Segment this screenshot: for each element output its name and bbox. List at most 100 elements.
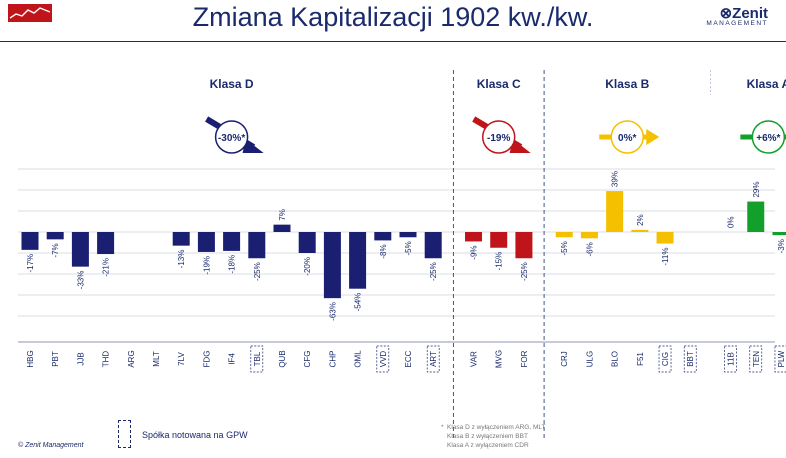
bar [490, 232, 508, 248]
page-title: Zmiana Kapitalizacji 1902 kw./kw. [192, 2, 594, 32]
zenit-logo-icon: ⊗ [719, 5, 733, 22]
footnote-star: * [441, 424, 444, 431]
zenit-logo-name: Zenit [732, 5, 768, 22]
bar [465, 232, 483, 242]
legend-listed-label: Spółka notowana na GPW [142, 430, 248, 440]
data-label: -25% [520, 262, 529, 281]
footnote-line: Klasa A z wyłączeniem CDR [447, 442, 529, 449]
bar [580, 232, 598, 239]
footnote-line: Klasa D z wyłączeniem ARG, MLT [447, 424, 546, 431]
data-label: -19% [202, 256, 211, 275]
category-label: CHP [328, 351, 337, 368]
group-heading: Klasa A [747, 77, 786, 91]
bar [606, 191, 624, 232]
data-label: -7% [51, 243, 60, 257]
group-heading: Klasa D [210, 77, 254, 91]
bar [21, 232, 39, 250]
data-label: -5% [404, 241, 413, 255]
bar [631, 229, 649, 232]
summary-badge [610, 120, 644, 154]
data-label: -8% [379, 244, 388, 258]
data-label: -11% [661, 248, 670, 266]
category-label: VVD [379, 351, 388, 368]
data-label: -13% [177, 250, 186, 269]
bar [71, 232, 89, 267]
listed-box [749, 345, 763, 373]
listed-box [683, 345, 697, 373]
listed-box [426, 345, 440, 373]
category-label: IF4 [228, 353, 237, 365]
data-label: 2% [636, 214, 645, 226]
bar [172, 232, 190, 246]
bar [555, 232, 573, 238]
data-label: 7% [278, 209, 287, 221]
listed-box [250, 345, 264, 373]
bar [298, 232, 316, 253]
data-label: -20% [303, 257, 312, 276]
zenit-logo: ⊗Zenit MANAGEMENT [706, 4, 768, 27]
category-label: THD [102, 351, 111, 368]
data-label: 39% [611, 171, 620, 187]
data-label: -6% [585, 242, 594, 256]
category-label: CRJ [560, 351, 569, 367]
title-rule [0, 41, 786, 42]
data-label: 29% [752, 182, 761, 198]
trend-arrow-head [242, 139, 264, 153]
category-label: ECC [404, 350, 413, 367]
category-label: PLW [777, 350, 786, 367]
data-label: -18% [228, 255, 237, 274]
data-label: -54% [354, 293, 363, 312]
listed-box [376, 345, 390, 373]
category-label: ULG [585, 351, 594, 367]
summary-badge [751, 120, 786, 154]
category-label: TBL [253, 351, 262, 366]
summary-value: -19% [487, 133, 510, 144]
category-label: F51 [636, 352, 645, 366]
summary-badge [214, 120, 249, 154]
legend-listed-box [118, 420, 131, 448]
trend-arrow-head [646, 129, 660, 145]
trend-arrow-head [509, 139, 531, 153]
zenit-logo-sub: MANAGEMENT [706, 20, 768, 27]
category-label: PBT [51, 351, 60, 367]
category-label: CFG [303, 351, 312, 368]
category-label: OML [354, 350, 363, 368]
data-label: -15% [495, 252, 504, 271]
listed-box [724, 345, 737, 373]
data-label: -63% [328, 302, 337, 321]
data-label: 0% [727, 216, 736, 228]
summary-value: -30%* [218, 133, 245, 144]
bar [515, 232, 533, 259]
category-label: FDG [202, 351, 211, 368]
bar [747, 201, 765, 232]
data-label: -3% [777, 239, 786, 253]
summary-value: 0%* [618, 133, 636, 144]
bar [223, 232, 241, 251]
bar [197, 232, 215, 252]
category-label: JJB [76, 352, 85, 365]
bar [424, 232, 442, 259]
category-label: FOR [520, 350, 529, 367]
bar [273, 224, 291, 232]
category-label: MVG [495, 350, 504, 368]
bar [374, 232, 392, 241]
group-heading: Klasa B [605, 77, 649, 91]
category-label: HBG [26, 350, 35, 367]
bar [97, 232, 115, 255]
group-heading: Klasa C [477, 77, 521, 91]
brand-logo-icon [8, 4, 52, 22]
data-label: -17% [26, 254, 35, 273]
bar [399, 232, 417, 238]
category-label: ARG [127, 350, 136, 367]
category-label: MLT [152, 351, 161, 367]
bar [656, 232, 674, 244]
data-label: -5% [560, 241, 569, 255]
data-label: -25% [429, 262, 438, 281]
category-label: QUB [278, 350, 287, 367]
category-label: 7LV [177, 352, 186, 366]
data-label: -33% [76, 271, 85, 290]
bar [772, 232, 786, 236]
data-label: -9% [470, 245, 479, 259]
summary-badge [481, 120, 516, 154]
